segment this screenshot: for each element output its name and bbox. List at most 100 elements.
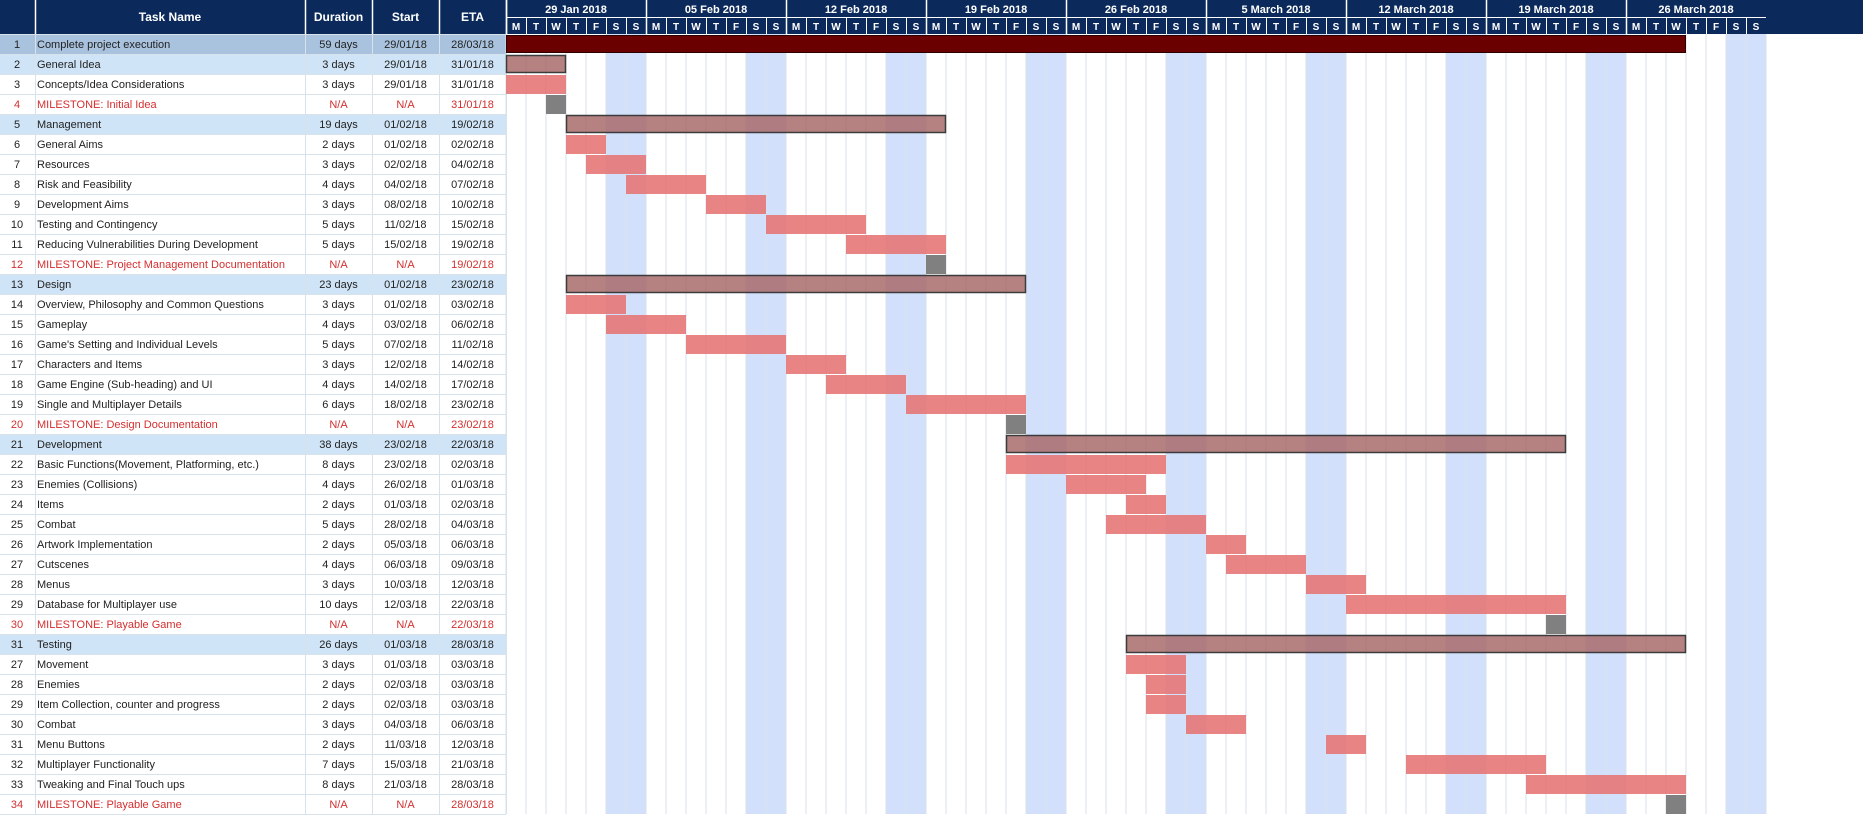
task-name: Artwork Implementation xyxy=(37,539,153,551)
day-letter: M xyxy=(1072,22,1080,33)
day-letter: S xyxy=(613,22,620,33)
weekend-column xyxy=(1026,34,1046,814)
row-number: 18 xyxy=(11,379,23,391)
task-duration: 3 days xyxy=(322,719,355,731)
table-row-bg xyxy=(0,134,506,154)
task-bar xyxy=(1126,495,1166,514)
task-start: 02/03/18 xyxy=(384,679,427,691)
task-eta: 31/01/18 xyxy=(451,59,494,71)
task-start: 29/01/18 xyxy=(384,39,427,51)
task-eta: 19/02/18 xyxy=(451,239,494,251)
row-number: 15 xyxy=(11,319,23,331)
task-name: Multiplayer Functionality xyxy=(37,759,155,771)
task-start: 11/02/18 xyxy=(384,219,426,231)
row-number: 6 xyxy=(14,139,20,151)
task-name: Resources xyxy=(37,159,90,171)
task-duration: 3 days xyxy=(322,79,355,91)
task-bar xyxy=(1186,715,1246,734)
weekend-column xyxy=(906,34,926,814)
task-name: MILESTONE: Initial Idea xyxy=(37,99,158,111)
weekend-column xyxy=(1606,34,1626,814)
header-eta: ETA xyxy=(461,10,484,24)
task-name: Game Engine (Sub-heading) and UI xyxy=(37,379,213,391)
weekend-column xyxy=(746,34,766,814)
task-start: 08/02/18 xyxy=(384,199,427,211)
summary-bar xyxy=(505,54,567,74)
task-duration: N/A xyxy=(329,619,348,631)
task-name: Item Collection, counter and progress xyxy=(37,699,220,711)
task-start: 01/03/18 xyxy=(384,639,427,651)
task-eta: 02/02/18 xyxy=(451,139,494,151)
task-eta: 03/03/18 xyxy=(451,699,494,711)
task-eta: 02/03/18 xyxy=(451,459,494,471)
table-row-bg xyxy=(0,714,506,734)
table-row-bg xyxy=(0,174,506,194)
day-letter: S xyxy=(913,22,920,33)
row-number: 25 xyxy=(11,519,23,531)
task-eta: 22/03/18 xyxy=(451,619,494,631)
task-bar xyxy=(1406,755,1546,774)
task-name: Development Aims xyxy=(37,199,129,211)
day-letter: T xyxy=(673,22,679,33)
day-letter: T xyxy=(953,22,959,33)
table-row-bg xyxy=(0,234,506,254)
table-row-bg xyxy=(0,574,506,594)
task-start: 21/03/18 xyxy=(384,779,427,791)
table-row-bg xyxy=(0,774,506,794)
day-letter: S xyxy=(753,22,760,33)
day-letter: W xyxy=(1111,22,1121,33)
row-number: 22 xyxy=(11,459,23,471)
task-duration: 7 days xyxy=(322,759,355,771)
table-row-bg xyxy=(0,514,506,534)
task-duration: 59 days xyxy=(319,39,358,51)
task-name: Risk and Feasibility xyxy=(37,179,132,191)
day-letter: W xyxy=(1251,22,1261,33)
task-eta: 10/02/18 xyxy=(451,199,494,211)
table-row-bg xyxy=(0,454,506,474)
header-start: Start xyxy=(392,10,419,24)
day-letter: M xyxy=(1492,22,1500,33)
table-row-bg xyxy=(0,414,506,434)
task-duration: 3 days xyxy=(322,659,355,671)
row-number: 3 xyxy=(14,79,20,91)
day-letter: T xyxy=(1553,22,1559,33)
task-eta: 19/02/18 xyxy=(451,259,494,271)
weekend-column xyxy=(606,34,626,814)
task-name: Tweaking and Final Touch ups xyxy=(37,779,185,791)
row-number: 24 xyxy=(11,499,23,511)
task-start: N/A xyxy=(396,419,415,431)
task-eta: 15/02/18 xyxy=(451,219,494,231)
day-letter: F xyxy=(733,22,739,33)
task-duration: 3 days xyxy=(322,159,355,171)
task-eta: 06/02/18 xyxy=(451,319,494,331)
day-letter: M xyxy=(792,22,800,33)
task-eta: 22/03/18 xyxy=(451,439,494,451)
task-duration: 2 days xyxy=(322,539,355,551)
task-bar xyxy=(566,295,626,314)
day-letter: M xyxy=(1352,22,1360,33)
task-name: MILESTONE: Design Documentation xyxy=(37,419,218,431)
table-row-bg xyxy=(0,374,506,394)
task-duration: N/A xyxy=(329,419,348,431)
task-eta: 23/02/18 xyxy=(451,419,494,431)
task-start: 05/03/18 xyxy=(384,539,427,551)
task-eta: 04/03/18 xyxy=(451,519,494,531)
task-name: Reducing Vulnerabilities During Developm… xyxy=(37,239,258,251)
task-duration: 3 days xyxy=(322,359,355,371)
task-name: Enemies xyxy=(37,679,80,691)
task-bar xyxy=(1126,655,1186,674)
table-row-bg xyxy=(0,254,506,274)
task-name: Testing and Contingency xyxy=(37,219,158,231)
row-number: 4 xyxy=(14,99,20,111)
table-row-bg xyxy=(0,74,506,94)
task-duration: 8 days xyxy=(322,779,355,791)
day-letter: T xyxy=(1413,22,1419,33)
row-number: 10 xyxy=(11,219,23,231)
weekend-column xyxy=(886,34,906,814)
table-text-layer: 1 Complete project execution 59 days 29/01/… xyxy=(11,39,494,811)
table-row-bg xyxy=(0,94,506,114)
table-row-bg xyxy=(0,494,506,514)
task-name: Testing xyxy=(37,639,72,651)
task-eta: 03/03/18 xyxy=(451,679,494,691)
row-number: 31 xyxy=(11,739,23,751)
